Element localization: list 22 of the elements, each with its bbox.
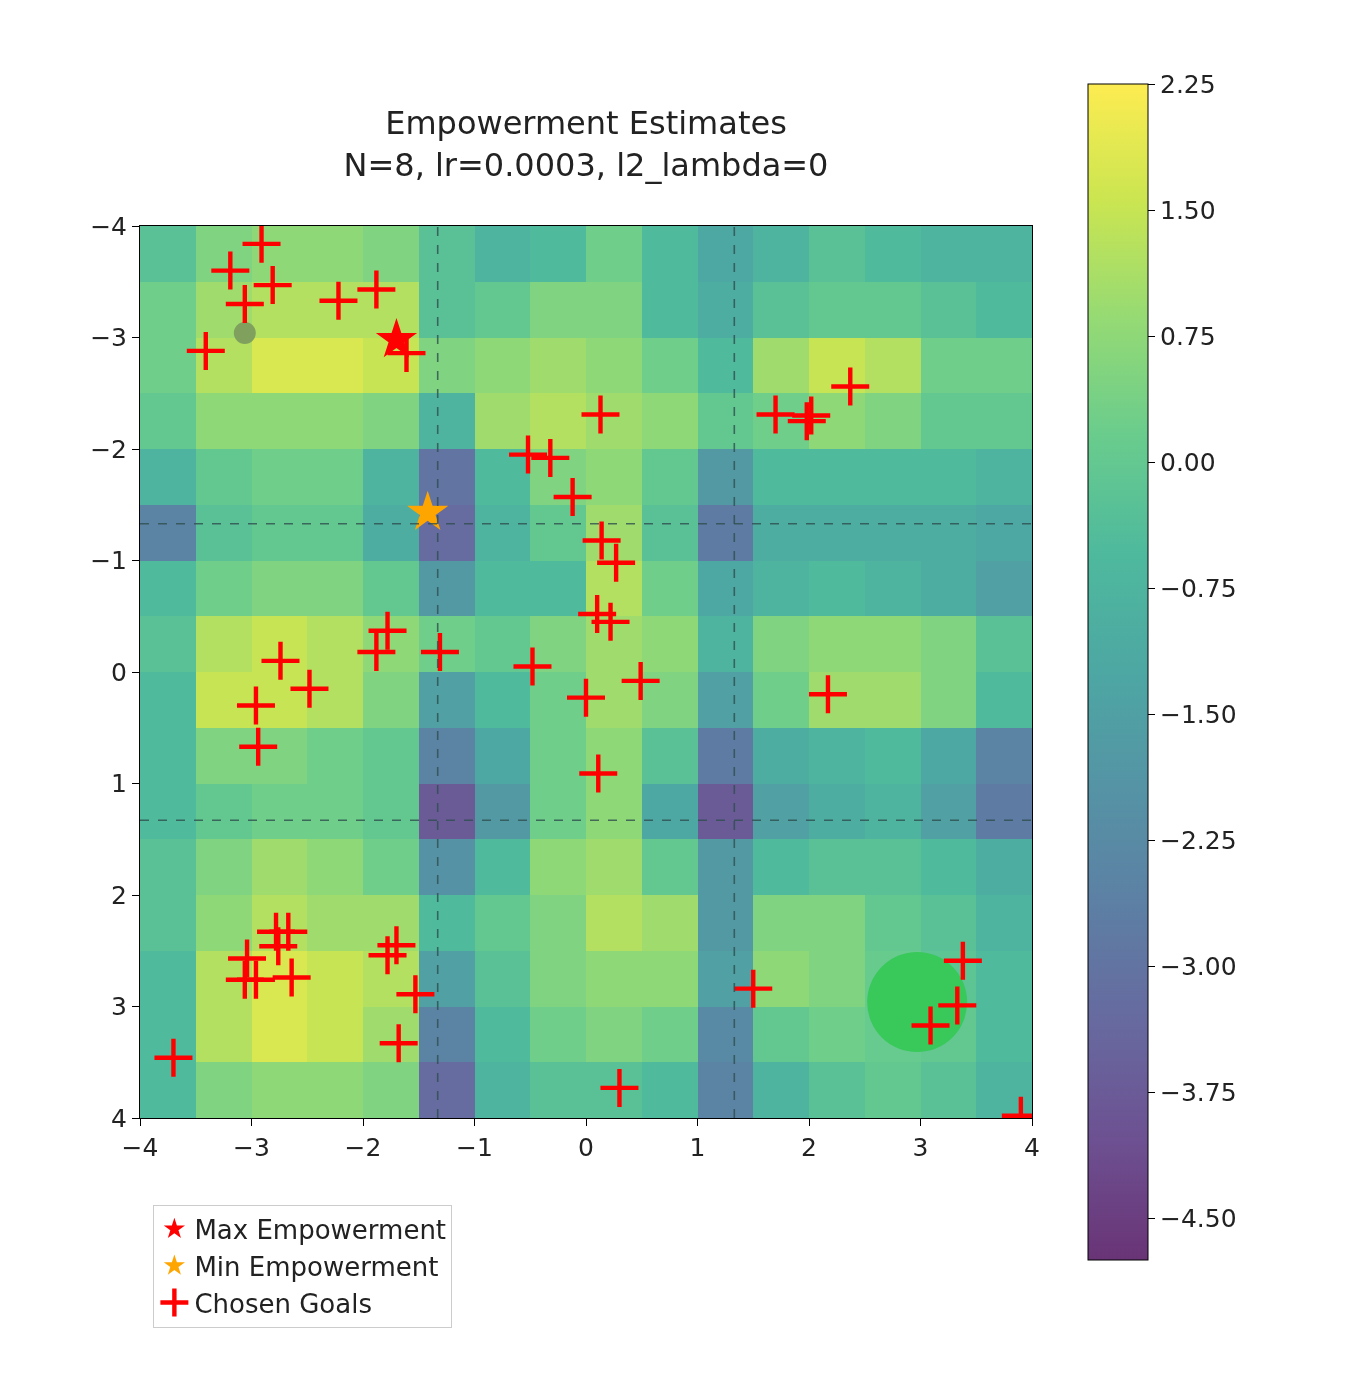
legend-label: Min Empowerment [194,1251,439,1282]
y-tick-label: 1 [111,769,127,799]
y-tick-label: 2 [111,880,127,910]
legend-label: Chosen Goals [194,1288,372,1319]
x-tick-label: 1 [689,1133,706,1162]
x-tick-label: 2 [801,1133,817,1162]
legend-label: Max Empowerment [194,1215,447,1246]
x-tick-label: 0 [578,1133,594,1162]
chart-title: Empowerment Estimates [385,104,787,142]
y-tick-label: −3 [90,323,127,353]
y-tick-label: −1 [90,546,127,576]
x-tick-label: 3 [912,1133,929,1162]
y-tick-label: 4 [111,1103,127,1133]
y-tick-label: −4 [90,211,127,241]
y-tick-label: 3 [111,992,127,1022]
chart-subtitle: N=8, lr=0.0003, l2_lambda=0 [343,145,829,184]
x-tick-label: 4 [1024,1133,1040,1162]
y-tick-label: 0 [111,657,127,687]
y-tick-label: −2 [90,434,127,464]
x-tick-label: −3 [233,1133,270,1162]
x-tick-label: −2 [344,1133,382,1162]
x-tick-label: −1 [456,1133,493,1162]
